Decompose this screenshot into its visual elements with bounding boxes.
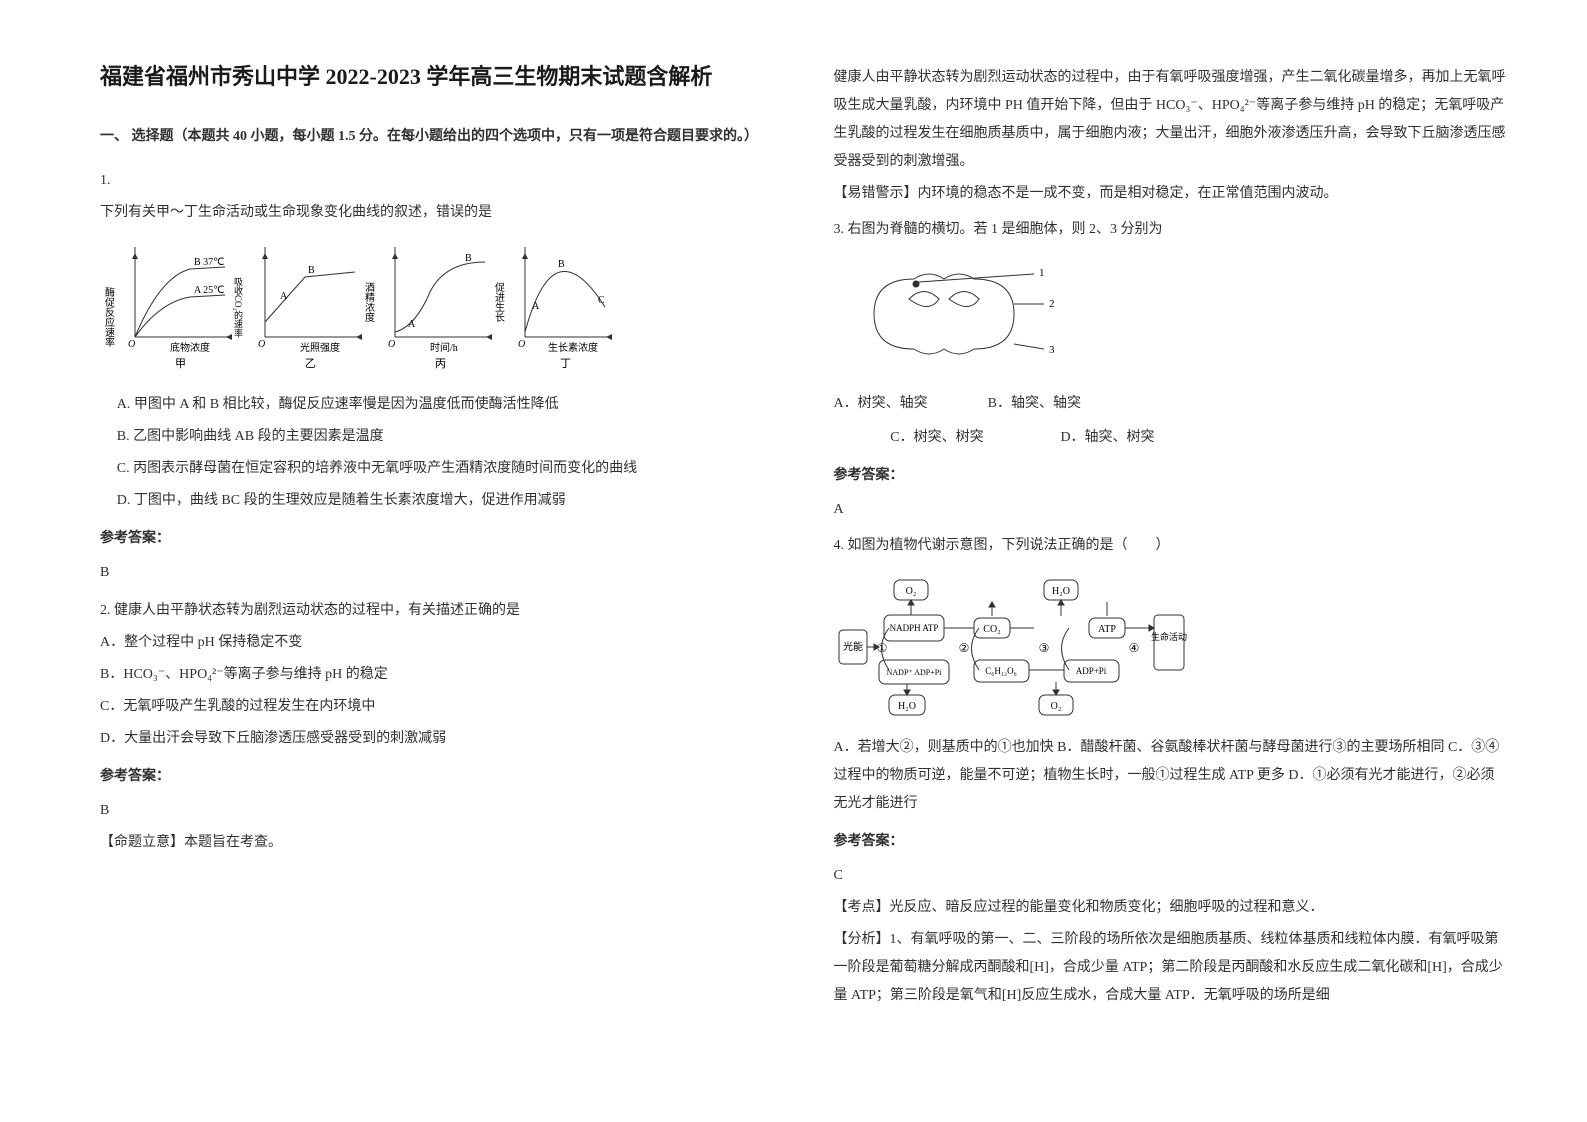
q2-stem-line: 2. 健康人由平静状态转为剧烈运动状态的过程中，有关描述正确的是 — [100, 597, 774, 625]
svg-text:O: O — [388, 339, 395, 350]
q3-label-3: 3 — [1049, 344, 1055, 356]
q3-label-2: 2 — [1049, 298, 1055, 310]
q1-chart-xlab: 光照强度 — [300, 341, 340, 354]
q1-answer-label: 参考答案： — [100, 525, 774, 553]
svg-text:ADP+Pi: ADP+Pi — [1075, 666, 1106, 676]
svg-text:光能: 光能 — [843, 640, 863, 653]
svg-text:O: O — [258, 339, 265, 350]
q1-chart-ylab: 吸收CO₂的速率 — [233, 277, 243, 339]
q1-number: 1. — [100, 167, 774, 195]
q3-figure: 1 2 3 — [834, 254, 1508, 374]
left-column: 福建省福州市秀山中学 2022-2023 学年高三生物期末试题含解析 一、 选择… — [100, 60, 774, 1082]
q2-answer-label: 参考答案： — [100, 763, 774, 791]
q1-chart-annot: A — [408, 319, 416, 330]
q1-chart-ylab: 酶促反应速率 — [103, 286, 115, 348]
svg-text:O: O — [518, 339, 525, 350]
svg-text:③: ③ — [1038, 641, 1049, 655]
q1-stem: 下列有关甲～丁生命活动或生命现象变化曲线的叙述，错误的是 — [100, 199, 774, 227]
q4-figure: O₂ H₂O NADPH ATP CO₂ ATP 光能 生命活动 NADP⁺ A… — [834, 570, 1508, 720]
q3-options-row1: A．树突、轴突 B．轴突、轴突 — [834, 390, 1508, 418]
q1-chart-annot: B 37℃ — [194, 257, 224, 268]
q3-label-1: 1 — [1039, 267, 1045, 279]
q1-chart-ylab: 酒精浓度 — [363, 282, 375, 323]
q3-optC: C．树突、树突 — [874, 424, 984, 452]
q4-expl1: 【考点】光反应、暗反应过程的能量变化和物质变化；细胞呼吸的过程和意义． — [834, 894, 1508, 922]
svg-text:O₂: O₂ — [905, 586, 916, 597]
col2-p1: 健康人由平静状态转为剧烈运动状态的过程中，由于有氧呼吸强度增强，产生二氧化碳量增… — [834, 64, 1508, 176]
q3-optD: D．轴突、树突 — [1044, 424, 1155, 452]
q1-chart-annot: A — [280, 291, 288, 302]
q1-chart-annot: A 25℃ — [194, 285, 224, 296]
right-column: 健康人由平静状态转为剧烈运动状态的过程中，由于有氧呼吸强度增强，产生二氧化碳量增… — [834, 60, 1508, 1082]
q1-optB: B. 乙图中影响曲线 AB 段的主要因素是温度 — [100, 423, 774, 451]
q1-chart-ylab: 促进生长 — [493, 281, 505, 322]
svg-text:④: ④ — [1128, 641, 1139, 655]
q1-chart-sub: 甲 — [175, 358, 186, 370]
svg-text:H₂O: H₂O — [1052, 586, 1070, 597]
q1-chart-annot: C — [598, 295, 605, 306]
svg-text:CO₂: CO₂ — [983, 624, 1000, 635]
q2-extra: 【命题立意】本题旨在考查。 — [100, 829, 774, 857]
q1-chart-annot: A — [532, 301, 540, 312]
q1-chart-xlab: 生长素浓度 — [548, 341, 598, 354]
svg-text:NADPH ATP: NADPH ATP — [889, 623, 938, 633]
q1-chart-sub: 丙 — [435, 358, 446, 370]
q2-optD: D．大量出汗会导致下丘脑渗透压感受器受到的刺激减弱 — [100, 725, 774, 753]
q3-stem-line: 3. 右图为脊髓的横切。若 1 是细胞体，则 2、3 分别为 — [834, 216, 1508, 244]
q1-optC: C. 丙图表示酵母菌在恒定容积的培养液中无氧呼吸产生酒精浓度随时间而变化的曲线 — [100, 455, 774, 483]
q1-chart-annot: B — [465, 253, 472, 264]
svg-text:O₂: O₂ — [1050, 701, 1061, 712]
q1-answer: B — [100, 559, 774, 587]
svg-text:O: O — [128, 339, 135, 350]
q3-optA: A．树突、轴突 — [834, 390, 928, 418]
q2-answer: B — [100, 797, 774, 825]
q1-chart-annot: B — [308, 265, 315, 276]
q3-answer-label: 参考答案： — [834, 462, 1508, 490]
q2-optB: B．HCO₃⁻、HPO₄²⁻等离子参与维持 pH 的稳定 — [100, 661, 774, 689]
svg-text:H₂O: H₂O — [898, 701, 916, 712]
q4-answer-label: 参考答案： — [834, 828, 1508, 856]
q1-figure: B 37℃ A 25℃ 酶促反应速率 O 底物浓度 甲 B A 吸收CO₂的速率… — [100, 237, 774, 377]
q4-stem-line: 4. 如图为植物代谢示意图，下列说法正确的是（ ） — [834, 532, 1508, 560]
q4-expl2: 【分析】1、有氧呼吸的第一、二、三阶段的场所依次是细胞质基质、线粒体基质和线粒体… — [834, 926, 1508, 1010]
svg-text:ATP: ATP — [1098, 624, 1116, 635]
q1-chart-annot: B — [558, 259, 565, 270]
section-heading: 一、 选择题（本题共 40 小题，每小题 1.5 分。在每小题给出的四个选项中，… — [100, 123, 774, 151]
q1-chart-xlab: 时间/h — [430, 341, 458, 354]
svg-text:生命活动: 生命活动 — [1150, 631, 1186, 642]
q2-optC: C．无氧呼吸产生乳酸的过程发生在内环境中 — [100, 693, 774, 721]
q1-optA: A. 甲图中 A 和 B 相比较，酶促反应速率慢是因为温度低而使酶活性降低 — [100, 391, 774, 419]
svg-text:②: ② — [958, 641, 969, 655]
q3-answer: A — [834, 496, 1508, 524]
svg-text:NADP⁺ ADP+Pi: NADP⁺ ADP+Pi — [886, 668, 942, 677]
q3-options-row2: C．树突、树突 D．轴突、树突 — [834, 424, 1508, 452]
col2-p2: 【易错警示】内环境的稳态不是一成不变，而是相对稳定，在正常值范围内波动。 — [834, 180, 1508, 208]
svg-text:C₆H₁₂O₆: C₆H₁₂O₆ — [985, 666, 1017, 676]
document-title: 福建省福州市秀山中学 2022-2023 学年高三生物期末试题含解析 — [100, 60, 774, 93]
q2-optA: A．整个过程中 pH 保持稳定不变 — [100, 629, 774, 657]
q1-chart-sub: 乙 — [305, 357, 316, 370]
q4-answer: C — [834, 862, 1508, 890]
q1-chart-xlab: 底物浓度 — [170, 341, 210, 354]
q4-options: A．若增大②，则基质中的①也加快 B．醋酸杆菌、谷氨酸棒状杆菌与酵母菌进行③的主… — [834, 734, 1508, 818]
q1-optD: D. 丁图中，曲线 BC 段的生理效应是随着生长素浓度增大，促进作用减弱 — [100, 487, 774, 515]
q1-chart-sub: 丁 — [560, 358, 571, 370]
q3-optB: B．轴突、轴突 — [988, 390, 1081, 418]
